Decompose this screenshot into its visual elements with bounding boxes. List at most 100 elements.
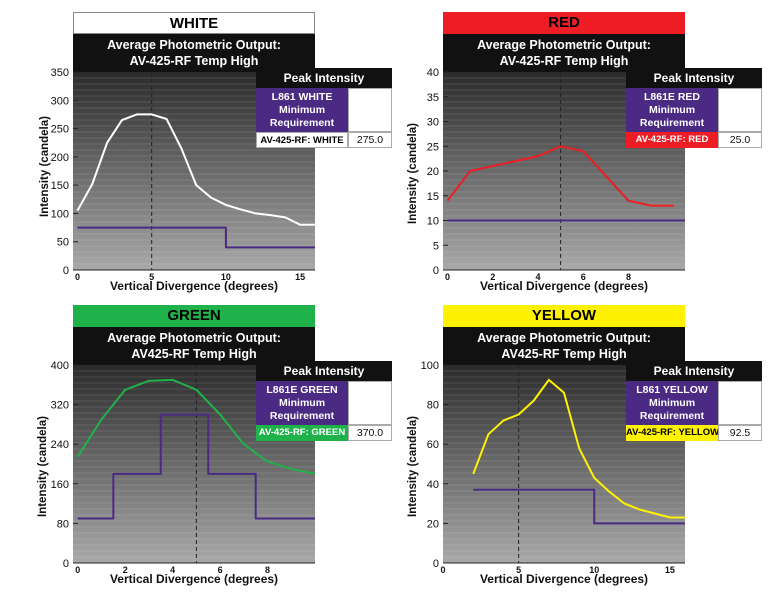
legend: Peak Intensity L861E GREEN Minimum Requi… (256, 361, 392, 441)
product-intensity-line (76, 113, 315, 226)
legend-peak-value: 25.0 (718, 132, 762, 148)
legend-requirement-value (718, 88, 762, 132)
y-tick-label: 30 (427, 117, 439, 129)
y-tick-label: 0 (433, 265, 439, 277)
y-axis-label: Intensity (candela) (407, 416, 419, 517)
y-tick-label: 200 (51, 152, 69, 164)
legend-requirement: L861 YELLOW Minimum Requirement (626, 381, 718, 425)
legend-requirement-value (348, 88, 392, 132)
product-intensity-line (472, 378, 685, 519)
chart-panel-yellow: YELLOW Average Photometric Output: AV425… (407, 305, 762, 593)
legend-requirement: L861 WHITE Minimum Requirement (256, 88, 348, 132)
chart-title-line2: AV-425-RF Temp High (129, 54, 259, 68)
legend-peak-value: 92.5 (718, 425, 762, 441)
chart-panel-green: GREEN Average Photometric Output: AV425-… (37, 305, 392, 593)
x-axis-band (73, 270, 315, 282)
chart-color-header: YELLOW (443, 305, 685, 327)
chart-title-line1: Average Photometric Output: (107, 331, 281, 345)
x-axis-label: Vertical Divergence (degrees) (109, 572, 279, 586)
y-tick-label: 80 (427, 400, 439, 412)
x-tick-label: 4 (170, 565, 175, 575)
chart-title-line1: Average Photometric Output: (477, 38, 651, 52)
y-tick-label: 350 (51, 67, 69, 79)
chart-title: Average Photometric Output: AV425-RF Tem… (73, 327, 315, 365)
y-axis-label: Intensity (candela) (37, 416, 49, 517)
y-tick-label: 80 (57, 518, 69, 530)
chart-title-line2: AV425-RF Temp High (501, 347, 627, 361)
legend-requirement-line: Requirement (639, 410, 705, 422)
legend-requirement-line: L861E RED (643, 91, 701, 103)
x-tick-label: 15 (295, 272, 305, 282)
y-axis-label: Intensity (candela) (407, 123, 419, 224)
y-tick-label: 150 (51, 180, 69, 192)
chart-title: Average Photometric Output: AV-425-RF Te… (443, 34, 685, 72)
chart-title: Average Photometric Output: AV-425-RF Te… (73, 34, 315, 72)
y-tick-label: 60 (427, 439, 439, 451)
x-tick-label: 0 (445, 272, 450, 282)
x-tick-label: 15 (665, 565, 675, 575)
legend-product-label: AV-425-RF: YELLOW (626, 425, 719, 441)
legend-peak-value: 275.0 (348, 132, 392, 148)
x-tick-label: 0 (440, 565, 445, 575)
x-tick-label: 10 (221, 272, 231, 282)
y-tick-label: 0 (433, 558, 439, 570)
y-tick-label: 100 (51, 208, 69, 220)
legend-heading: Peak Intensity (256, 361, 392, 381)
x-tick-label: 5 (516, 565, 521, 575)
legend-requirement-line: Requirement (639, 117, 705, 129)
legend: Peak Intensity L861E RED Minimum Require… (626, 68, 762, 148)
legend-heading: Peak Intensity (626, 361, 762, 381)
y-axis-label: Intensity (candela) (39, 116, 51, 217)
legend-peak-value: 370.0 (348, 425, 392, 441)
x-tick-label: 5 (149, 272, 154, 282)
y-tick-label: 100 (421, 360, 439, 372)
y-tick-label: 50 (57, 237, 69, 249)
chart-panel-red: RED Average Photometric Output: AV-425-R… (407, 12, 762, 300)
x-axis-band (443, 270, 685, 282)
legend-requirement-line: Minimum (278, 397, 326, 409)
y-tick-label: 25 (427, 141, 439, 153)
legend-requirement-line: Minimum (648, 104, 696, 116)
y-tick-label: 20 (427, 518, 439, 530)
y-tick-label: 15 (427, 191, 439, 203)
legend-requirement: L861E RED Minimum Requirement (626, 88, 718, 132)
legend-requirement-line: L861E GREEN (266, 384, 338, 396)
y-tick-label: 10 (427, 216, 439, 228)
chart-title: Average Photometric Output: AV425-RF Tem… (443, 327, 685, 365)
x-tick-label: 0 (75, 565, 80, 575)
x-axis-label: Vertical Divergence (degrees) (479, 572, 649, 586)
x-tick-label: 8 (626, 272, 631, 282)
y-tick-label: 320 (51, 400, 69, 412)
legend: Peak Intensity L861 WHITE Minimum Requir… (256, 68, 392, 148)
legend-requirement-line: L861 YELLOW (636, 384, 708, 396)
minimum-requirement-line (473, 488, 685, 525)
chart-color-header: RED (443, 12, 685, 34)
y-tick-label: 5 (433, 240, 439, 252)
legend-heading: Peak Intensity (256, 68, 392, 88)
chart-panel-white: WHITE Average Photometric Output: AV-425… (39, 12, 392, 300)
legend: Peak Intensity L861 YELLOW Minimum Requi… (626, 361, 762, 441)
x-tick-label: 8 (265, 565, 270, 575)
y-tick-label: 35 (427, 92, 439, 104)
y-tick-label: 0 (63, 558, 69, 570)
x-tick-label: 0 (75, 272, 80, 282)
y-tick-label: 40 (427, 479, 439, 491)
product-intensity-line (446, 145, 674, 207)
legend-product-label: AV-425-RF: GREEN (256, 425, 348, 441)
product-intensity-line (76, 378, 316, 475)
y-tick-label: 240 (51, 439, 69, 451)
y-tick-label: 400 (51, 360, 69, 372)
x-axis-band (73, 563, 315, 575)
legend-requirement: L861E GREEN Minimum Requirement (256, 381, 348, 425)
x-tick-label: 4 (535, 272, 540, 282)
legend-product-label: AV-425-RF: RED (626, 132, 718, 148)
legend-product-label: AV-425-RF: WHITE (256, 132, 348, 148)
legend-requirement-line: Requirement (269, 410, 335, 422)
y-tick-label: 20 (427, 166, 439, 178)
chart-title-line1: Average Photometric Output: (107, 38, 281, 52)
x-tick-label: 6 (581, 272, 586, 282)
y-tick-label: 300 (51, 95, 69, 107)
x-tick-label: 2 (490, 272, 495, 282)
minimum-requirement-line (77, 413, 315, 520)
minimum-requirement-line (77, 226, 315, 249)
